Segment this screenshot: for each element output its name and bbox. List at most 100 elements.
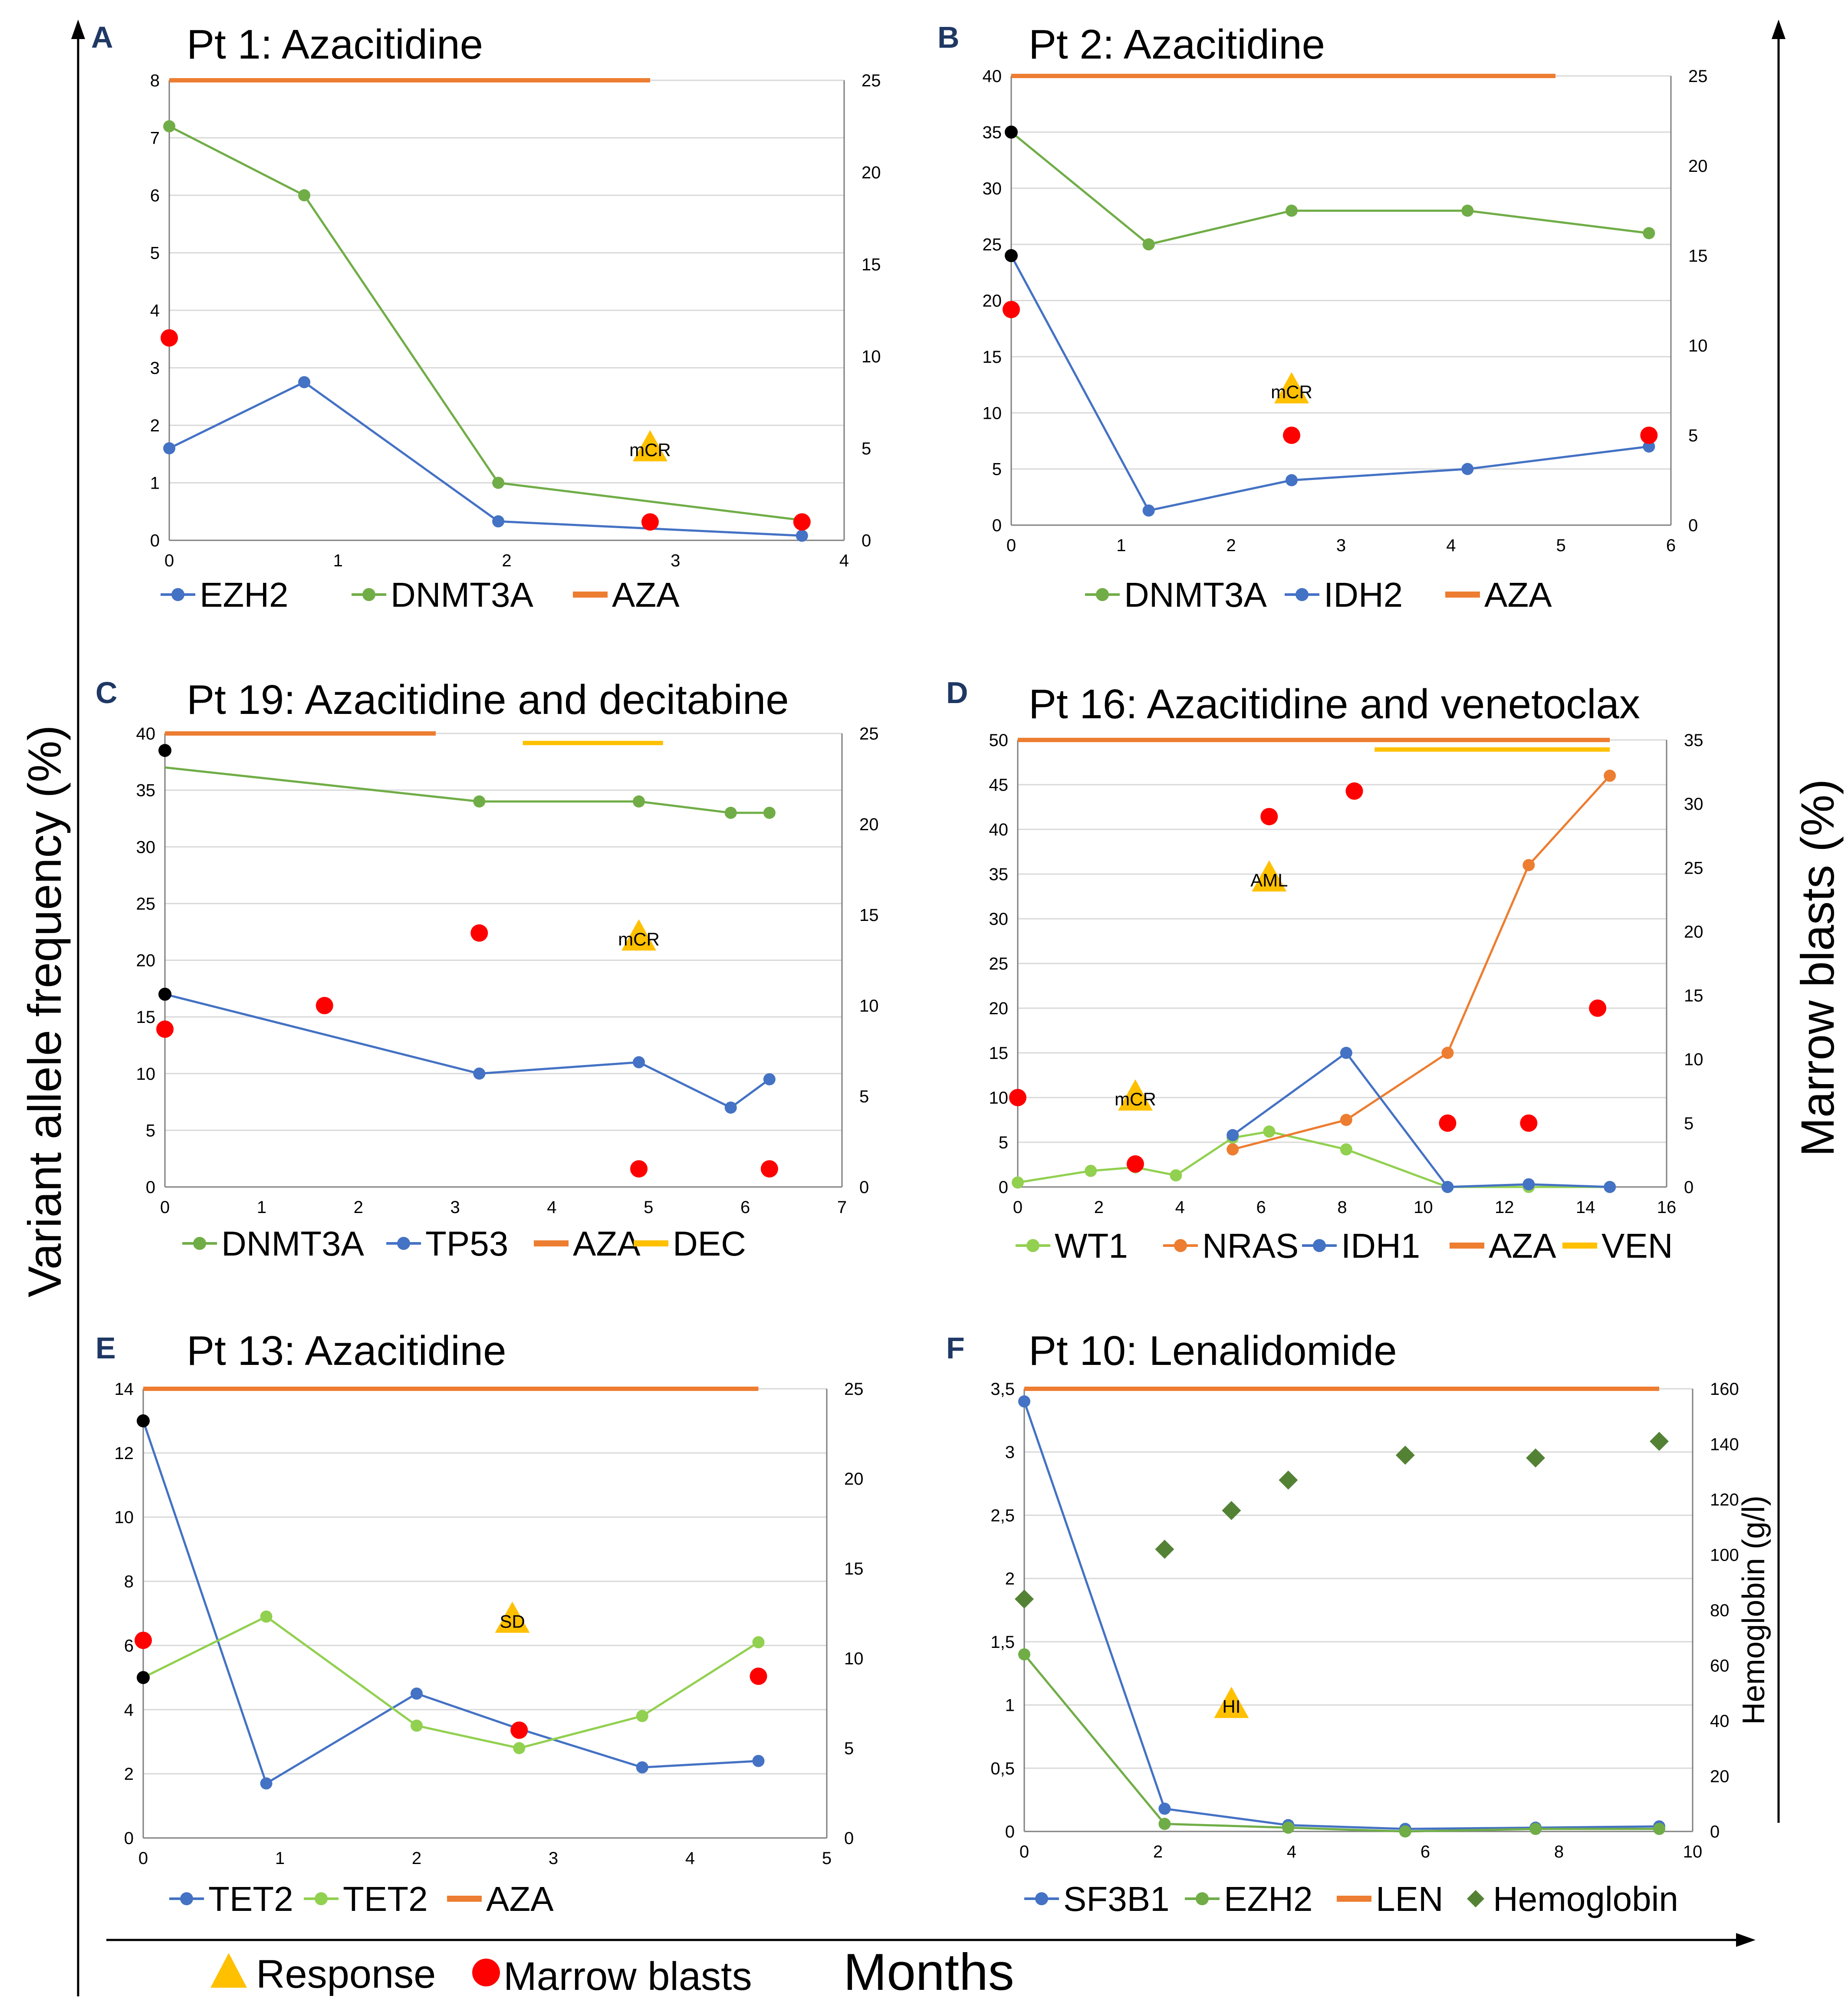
y2-tick-label: 20 <box>1684 922 1703 941</box>
legend-label: DNMT3A <box>391 575 534 614</box>
data-point-nras <box>1522 859 1535 871</box>
data-point-idh1 <box>1340 1047 1352 1059</box>
x-tick-label: 5 <box>1556 536 1566 555</box>
y-tick-label: 8 <box>150 71 160 90</box>
y2-tick-label: 0 <box>1710 1822 1720 1841</box>
y2-tick-label: 10 <box>1684 1050 1703 1069</box>
y-tick-label: 0 <box>124 1829 134 1848</box>
y-tick-label: 6 <box>124 1636 134 1655</box>
data-point-wt1 <box>1263 1125 1276 1138</box>
marrow-blast-point <box>510 1721 528 1739</box>
y-tick-label: 2 <box>1005 1569 1015 1588</box>
x-tick-label: 6 <box>1666 536 1676 555</box>
x-tick-label: 8 <box>1554 1842 1564 1861</box>
hemoglobin-point <box>1395 1446 1415 1465</box>
response-marker-icon <box>632 430 668 461</box>
x-tick-label: 1 <box>275 1849 285 1868</box>
panel-letter: A <box>91 20 113 54</box>
y2-tick-label: 40 <box>1710 1712 1730 1731</box>
series-line-sf3b1 <box>1023 1401 1660 1830</box>
marrow-blast-point <box>641 513 659 531</box>
y2-tick-label: 160 <box>1710 1380 1739 1399</box>
y2-tick-label: 15 <box>844 1559 864 1578</box>
baseline-point <box>137 1671 150 1684</box>
response-label: mCR <box>629 440 671 460</box>
legend-item: IDH1 <box>1302 1226 1420 1265</box>
y2-tick-label: 20 <box>844 1470 864 1489</box>
data-point-tet2 <box>636 1710 648 1723</box>
data-point-idh2 <box>1286 474 1298 487</box>
legend-label: EZH2 <box>1224 1880 1313 1918</box>
legend-item: SF3B1 <box>1024 1880 1170 1918</box>
x-tick-label: 14 <box>1576 1198 1595 1217</box>
data-point-dnmt3a <box>163 120 175 132</box>
x-tick-label: 16 <box>1657 1198 1677 1217</box>
legend-marker-icon <box>1174 1239 1187 1252</box>
y-tick-label: 5 <box>992 460 1002 479</box>
x-tick-label: 3 <box>671 551 680 570</box>
y-tick-label: 5 <box>999 1133 1008 1152</box>
y2-tick-label: 10 <box>844 1649 864 1668</box>
x-tick-label: 2 <box>502 551 511 570</box>
data-point-dnmt3a <box>1461 204 1474 217</box>
y-tick-label: 0,5 <box>990 1759 1015 1778</box>
data-point-ezh2 <box>1282 1821 1295 1834</box>
y-tick-label: 1,5 <box>990 1633 1015 1652</box>
y-tick-label: 14 <box>115 1380 134 1399</box>
legend-marker-icon <box>1296 588 1309 601</box>
y-tick-label: 1 <box>1005 1696 1015 1715</box>
baseline-point <box>1005 125 1018 139</box>
marrow-blast-point <box>161 329 178 347</box>
legend-label: DNMT3A <box>1124 575 1267 614</box>
y2-tick-label: 30 <box>1684 795 1703 814</box>
panel-e: E Pt 13: Azacitidine024681012140510152025… <box>95 1328 864 1918</box>
x-tick-label: 4 <box>1446 536 1456 555</box>
panel-b: B Pt 2: Azacitidine0510152025303540051015… <box>937 20 1708 614</box>
y-tick-label: 12 <box>115 1444 134 1463</box>
data-point-ezh2 <box>298 376 310 388</box>
y-tick-label: 25 <box>136 894 156 914</box>
series-line-ezh2 <box>168 381 802 537</box>
x-tick-label: 3 <box>450 1198 460 1217</box>
y-tick-label: 35 <box>989 865 1009 884</box>
data-point-nras <box>1227 1143 1239 1156</box>
y-tick-label: 3,5 <box>990 1380 1015 1399</box>
y2-tick-label: 15 <box>1684 986 1703 1006</box>
data-point-ezh2 <box>1653 1823 1665 1835</box>
panel-f: F Pt 10: Lenalidomide00,511,522,533,50204… <box>946 1328 1771 1918</box>
legend-label: DEC <box>673 1224 746 1263</box>
legend-label: VEN <box>1601 1226 1673 1265</box>
x-tick-label: 0 <box>1013 1198 1023 1217</box>
response-label: AML <box>1250 870 1288 890</box>
y-tick-label: 4 <box>150 301 160 320</box>
response-marker-icon <box>1214 1687 1249 1718</box>
x-tick-label: 0 <box>1019 1842 1029 1861</box>
x-tick-label: 0 <box>164 551 174 570</box>
data-point-idh1 <box>1522 1178 1535 1190</box>
y2-tick-label: 5 <box>1688 426 1698 445</box>
y-tick-label: 0 <box>1005 1822 1015 1841</box>
response-legend-icon <box>210 1953 247 1988</box>
x-tick-label: 5 <box>644 1198 653 1217</box>
data-point-ezh2 <box>1018 1648 1030 1660</box>
y-tick-label: 30 <box>136 838 156 857</box>
legend-marker-icon <box>193 1237 206 1250</box>
baseline-point <box>137 1414 150 1427</box>
legend-label: IDH1 <box>1341 1226 1420 1265</box>
y2-tick-label: 120 <box>1710 1490 1739 1509</box>
y2-tick-label: 10 <box>862 347 881 366</box>
data-point-dnmt3a <box>298 189 310 201</box>
x-tick-label: 7 <box>837 1198 847 1217</box>
legend-marker-icon <box>171 588 184 601</box>
y-tick-label: 2 <box>150 416 160 435</box>
x-tick-label: 2 <box>412 1849 421 1868</box>
response-label: HI <box>1222 1696 1240 1717</box>
y-tick-label: 40 <box>989 820 1009 839</box>
response-label: mCR <box>618 929 660 949</box>
y2-tick-label: 20 <box>859 815 879 834</box>
data-point-tet2 <box>636 1761 648 1774</box>
x-tick-label: 10 <box>1683 1842 1703 1861</box>
panel-title: Pt 10: Lenalidomide <box>1029 1328 1397 1374</box>
y2-tick-label: 15 <box>1688 247 1708 266</box>
data-point-wt1 <box>1340 1143 1352 1156</box>
